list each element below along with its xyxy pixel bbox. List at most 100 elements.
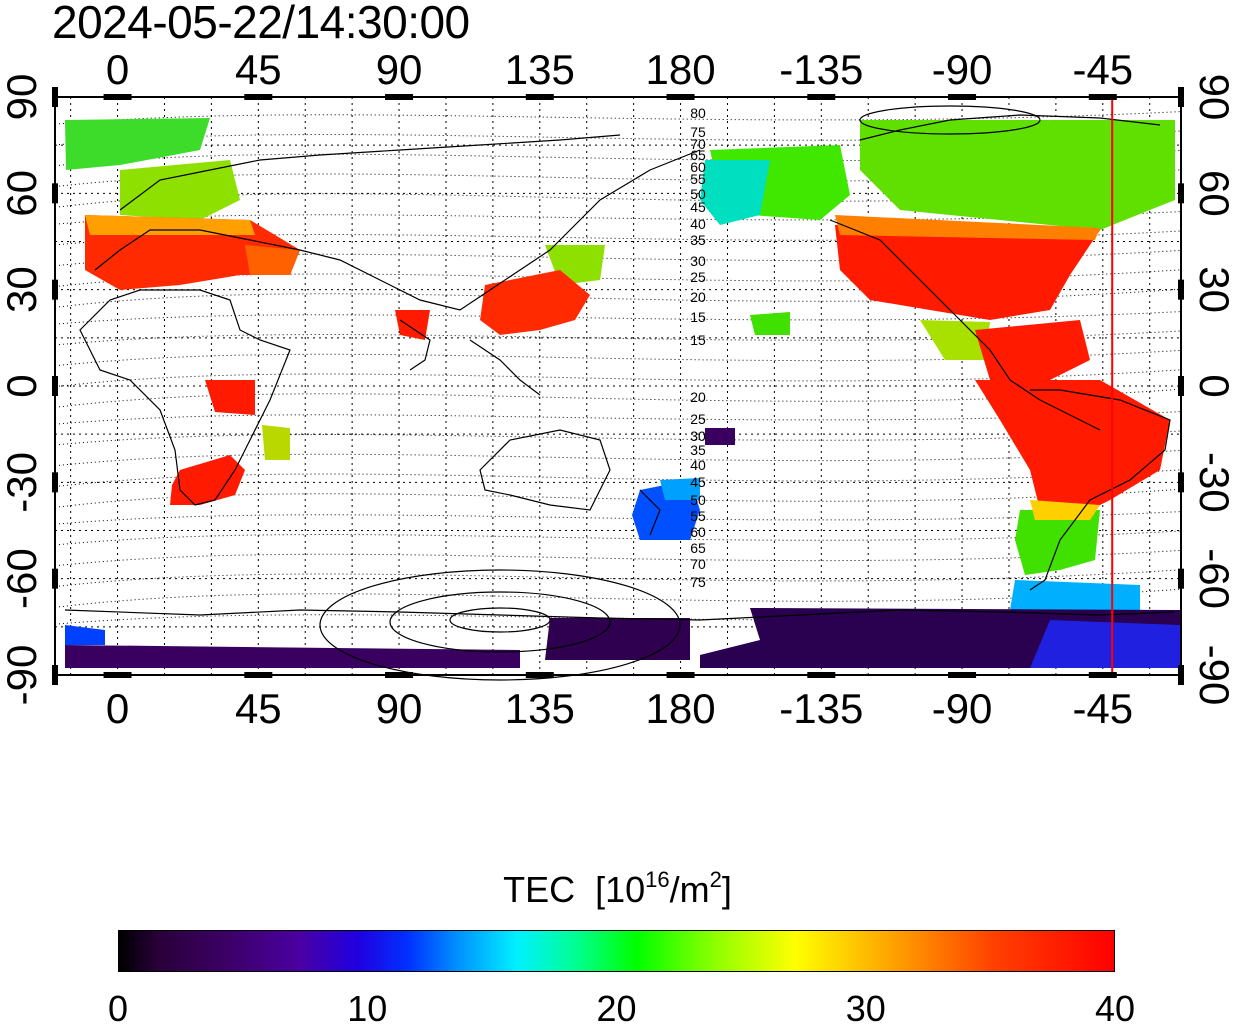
bottom-lon-label: 0 [106, 685, 129, 732]
right-lat-label: -30 [1191, 452, 1235, 513]
contour-label: 80 [690, 105, 706, 121]
contour-label: 70 [690, 136, 706, 152]
tec-region-hawaii [750, 312, 790, 335]
tec-region-madagascar [262, 425, 290, 460]
contour-label: 65 [690, 540, 706, 556]
contour-label: 75 [690, 574, 706, 590]
tec-region-south-africa [170, 455, 245, 505]
tec-region-alaska-cyan [700, 160, 770, 225]
tec-map: 8075706560555045403530252015152025303540… [0, 46, 1235, 732]
tec-region-europe-band [85, 215, 255, 235]
graticule [55, 97, 1181, 675]
tec-region-central-america [975, 320, 1090, 380]
tec-region-central-asia [245, 245, 300, 275]
magnetic-contour [54, 369, 1182, 388]
tec-region-nz-top [660, 478, 700, 500]
colorbar-unit-exponent-2: 2 [709, 867, 722, 892]
left-lat-label: 90 [0, 74, 45, 121]
magnetic-contour [54, 388, 1182, 408]
contour-label: 35 [690, 442, 706, 458]
tec-region-antarctica-west [65, 645, 520, 668]
axis-tick-labels: 0 45 90 135 180 -135 -90 -45 0 45 90 135 180 -135 -90 -… [0, 46, 1235, 732]
colorbar-tick-label: 30 [845, 988, 886, 1029]
contour-label: 30 [690, 253, 706, 269]
right-lat-label: 30 [1191, 266, 1235, 313]
contour-label: 20 [690, 389, 706, 405]
tec-region-patagonia-yellow [1030, 500, 1100, 520]
colorbar-title-text: TEC [503, 869, 576, 910]
magnetic-contour [54, 311, 1182, 325]
left-lat-label: 30 [0, 266, 45, 313]
contour-label: 65 [690, 147, 706, 163]
top-lon-label: -135 [779, 46, 863, 93]
colorbar-tick-label: 20 [596, 988, 637, 1029]
top-lon-label: 0 [106, 46, 129, 93]
contour-label: 50 [690, 492, 706, 508]
contour-label: 35 [690, 232, 706, 248]
colorbar-unit-mid: /m [669, 869, 710, 910]
bottom-lon-label: -90 [932, 685, 993, 732]
tec-region-europe-north [120, 160, 240, 220]
tec-region-east-asia [480, 270, 590, 335]
colorbar-tick-label: 40 [1094, 988, 1136, 1029]
top-lon-label: 135 [505, 46, 575, 93]
tec-colorbar [118, 930, 1115, 972]
tec-region-usa [835, 225, 1100, 320]
tec-region-patagonia [1015, 510, 1100, 575]
magnetic-contour [54, 588, 1182, 608]
contour-label: 30 [690, 428, 706, 444]
contour-label: 20 [690, 289, 706, 305]
magnetic-contour [54, 549, 1182, 567]
tec-region-mexico [920, 320, 990, 360]
axis-ticks [52, 87, 1184, 685]
top-lon-label: -45 [1072, 46, 1133, 93]
contour-labels: 8075706560555045403530252015152025303540… [690, 105, 706, 590]
colorbar-tick-label: 10 [347, 988, 388, 1029]
magnetic-contour [54, 530, 1182, 546]
contour-label: 45 [690, 199, 706, 215]
tec-region-antarctica-pacific [545, 618, 690, 660]
magnetic-contour [54, 411, 1182, 425]
tec-region-greenland-north [65, 118, 210, 170]
magnetic-contour [54, 511, 1182, 525]
bottom-lon-label: -135 [779, 685, 863, 732]
magnetic-contour [54, 449, 1182, 467]
contour-label: 25 [690, 411, 706, 427]
colorbar-unit-suffix: ] [721, 869, 732, 910]
bottom-lon-label: 90 [376, 685, 423, 732]
contour-label: 70 [690, 556, 706, 572]
right-lat-label: -60 [1191, 548, 1235, 609]
tec-region-india [395, 310, 430, 340]
left-lat-label: 60 [0, 170, 45, 217]
right-lat-label: 60 [1191, 170, 1235, 217]
contour-label: 40 [690, 457, 706, 473]
tec-region-pacific-south [705, 428, 735, 445]
tec-region-antarctica-blue [1030, 620, 1180, 668]
top-lon-label: 180 [646, 46, 716, 93]
contour-label: 60 [690, 159, 706, 175]
colorbar-tick-label: 0 [107, 988, 129, 1029]
colorbar-unit-exponent: 16 [645, 867, 670, 892]
contour-label: 50 [690, 186, 706, 202]
left-lat-label: 0 [0, 374, 45, 397]
contour-label: 75 [690, 124, 706, 140]
coastlines [64, 114, 1176, 621]
contour-label: 60 [690, 524, 706, 540]
right-lat-label: 90 [1191, 74, 1235, 121]
bottom-lon-label: 45 [235, 685, 282, 732]
left-lat-label: -30 [0, 452, 45, 513]
magnetic-contour [54, 430, 1182, 446]
contour-label: 55 [690, 171, 706, 187]
contour-label: 55 [690, 508, 706, 524]
bottom-lon-label: 180 [646, 685, 716, 732]
contour-label: 40 [690, 216, 706, 232]
contour-label: 15 [690, 332, 706, 348]
bottom-lon-label: -45 [1072, 685, 1133, 732]
bottom-lon-label: 135 [505, 685, 575, 732]
left-lat-label: -60 [0, 548, 45, 609]
timestamp-title: 2024-05-22/14:30:00 [52, 0, 470, 48]
right-lat-label: -90 [1191, 645, 1235, 706]
contour-label: 45 [690, 474, 706, 490]
tec-region-usa-band [835, 215, 1100, 240]
tec-region-central-africa [205, 380, 255, 415]
